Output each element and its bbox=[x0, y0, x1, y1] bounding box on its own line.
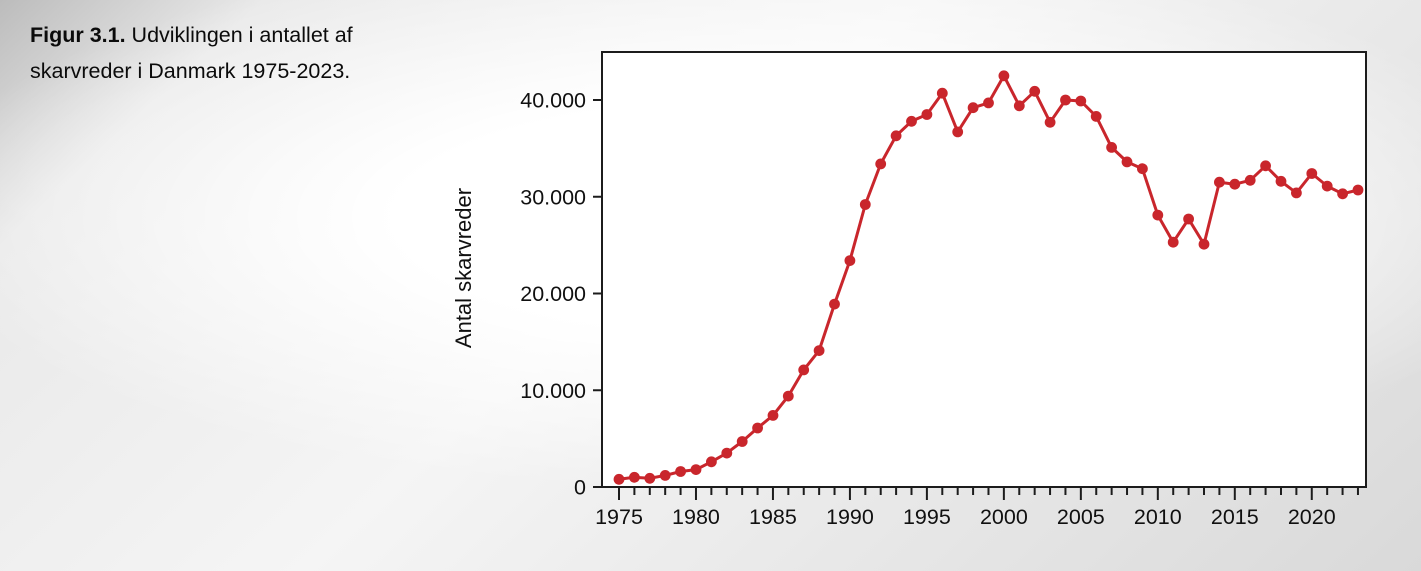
x-axis-tick-label: 1995 bbox=[903, 505, 951, 529]
data-point bbox=[1321, 180, 1333, 192]
data-point bbox=[1306, 168, 1318, 179]
data-point bbox=[921, 109, 933, 120]
data-point bbox=[752, 422, 763, 434]
data-point bbox=[1044, 116, 1056, 128]
data-point bbox=[998, 70, 1010, 82]
data-point bbox=[1229, 178, 1241, 190]
data-point bbox=[983, 97, 994, 109]
data-point bbox=[1121, 156, 1133, 168]
data-point bbox=[644, 472, 656, 484]
data-point bbox=[1337, 188, 1348, 200]
x-axis-tick-label: 1975 bbox=[595, 505, 643, 529]
data-point bbox=[690, 464, 702, 475]
data-point bbox=[1275, 175, 1287, 187]
y-axis-tick-label: 10.000 bbox=[520, 379, 586, 403]
data-point bbox=[1013, 100, 1025, 112]
data-point bbox=[767, 410, 779, 421]
x-axis-tick-label: 1990 bbox=[826, 505, 874, 529]
data-point bbox=[1029, 85, 1041, 97]
data-point bbox=[1167, 236, 1179, 248]
data-point bbox=[952, 126, 964, 138]
data-point bbox=[659, 470, 671, 481]
data-point bbox=[1198, 238, 1210, 250]
data-point bbox=[613, 473, 625, 485]
data-point bbox=[1291, 187, 1302, 199]
data-point bbox=[859, 199, 871, 210]
data-point bbox=[798, 364, 810, 376]
x-axis-tick-label: 2010 bbox=[1134, 505, 1182, 529]
data-point bbox=[1152, 209, 1164, 221]
y-axis-title: Antal skarvreder bbox=[451, 188, 476, 348]
y-axis-tick-label: 30.000 bbox=[520, 185, 586, 209]
data-point bbox=[1214, 176, 1225, 188]
data-point bbox=[967, 102, 979, 114]
data-point bbox=[1060, 94, 1071, 106]
y-axis-tick-label: 0 bbox=[574, 476, 586, 500]
figure-caption-label: Figur 3.1. bbox=[30, 23, 126, 47]
data-point bbox=[1244, 174, 1256, 186]
data-point bbox=[1090, 111, 1102, 122]
data-point bbox=[1260, 160, 1271, 172]
data-point bbox=[675, 466, 686, 477]
data-point bbox=[782, 390, 794, 402]
y-axis-tick-label: 20.000 bbox=[520, 282, 586, 306]
data-point bbox=[890, 130, 902, 142]
data-point bbox=[829, 298, 840, 310]
x-axis-tick-label: 1985 bbox=[749, 505, 797, 529]
data-point bbox=[721, 447, 733, 459]
figure-caption-text: Udviklingen i antallet af skarvreder i D… bbox=[30, 23, 353, 83]
figure-caption: Figur 3.1. Udviklingen i antallet af ska… bbox=[30, 18, 378, 89]
data-point bbox=[706, 456, 717, 468]
data-point bbox=[1106, 142, 1117, 153]
data-point bbox=[629, 471, 640, 483]
data-point bbox=[906, 115, 917, 127]
plot-area bbox=[601, 51, 1367, 488]
data-point bbox=[1075, 95, 1087, 107]
data-point bbox=[813, 345, 825, 356]
data-point bbox=[1352, 184, 1364, 196]
data-point bbox=[844, 255, 856, 266]
data-point bbox=[736, 436, 748, 447]
data-point bbox=[875, 158, 887, 170]
x-axis-tick-label: 2005 bbox=[1057, 505, 1105, 529]
x-axis-tick-label: 2020 bbox=[1288, 505, 1336, 529]
data-point bbox=[936, 87, 948, 99]
data-point bbox=[1137, 163, 1148, 175]
y-axis-tick-label: 40.000 bbox=[520, 89, 586, 113]
data-point bbox=[1183, 213, 1194, 225]
x-axis-tick-label: 2015 bbox=[1211, 505, 1259, 529]
x-axis-tick-label: 2000 bbox=[980, 505, 1028, 529]
x-axis-tick-label: 1980 bbox=[672, 505, 720, 529]
